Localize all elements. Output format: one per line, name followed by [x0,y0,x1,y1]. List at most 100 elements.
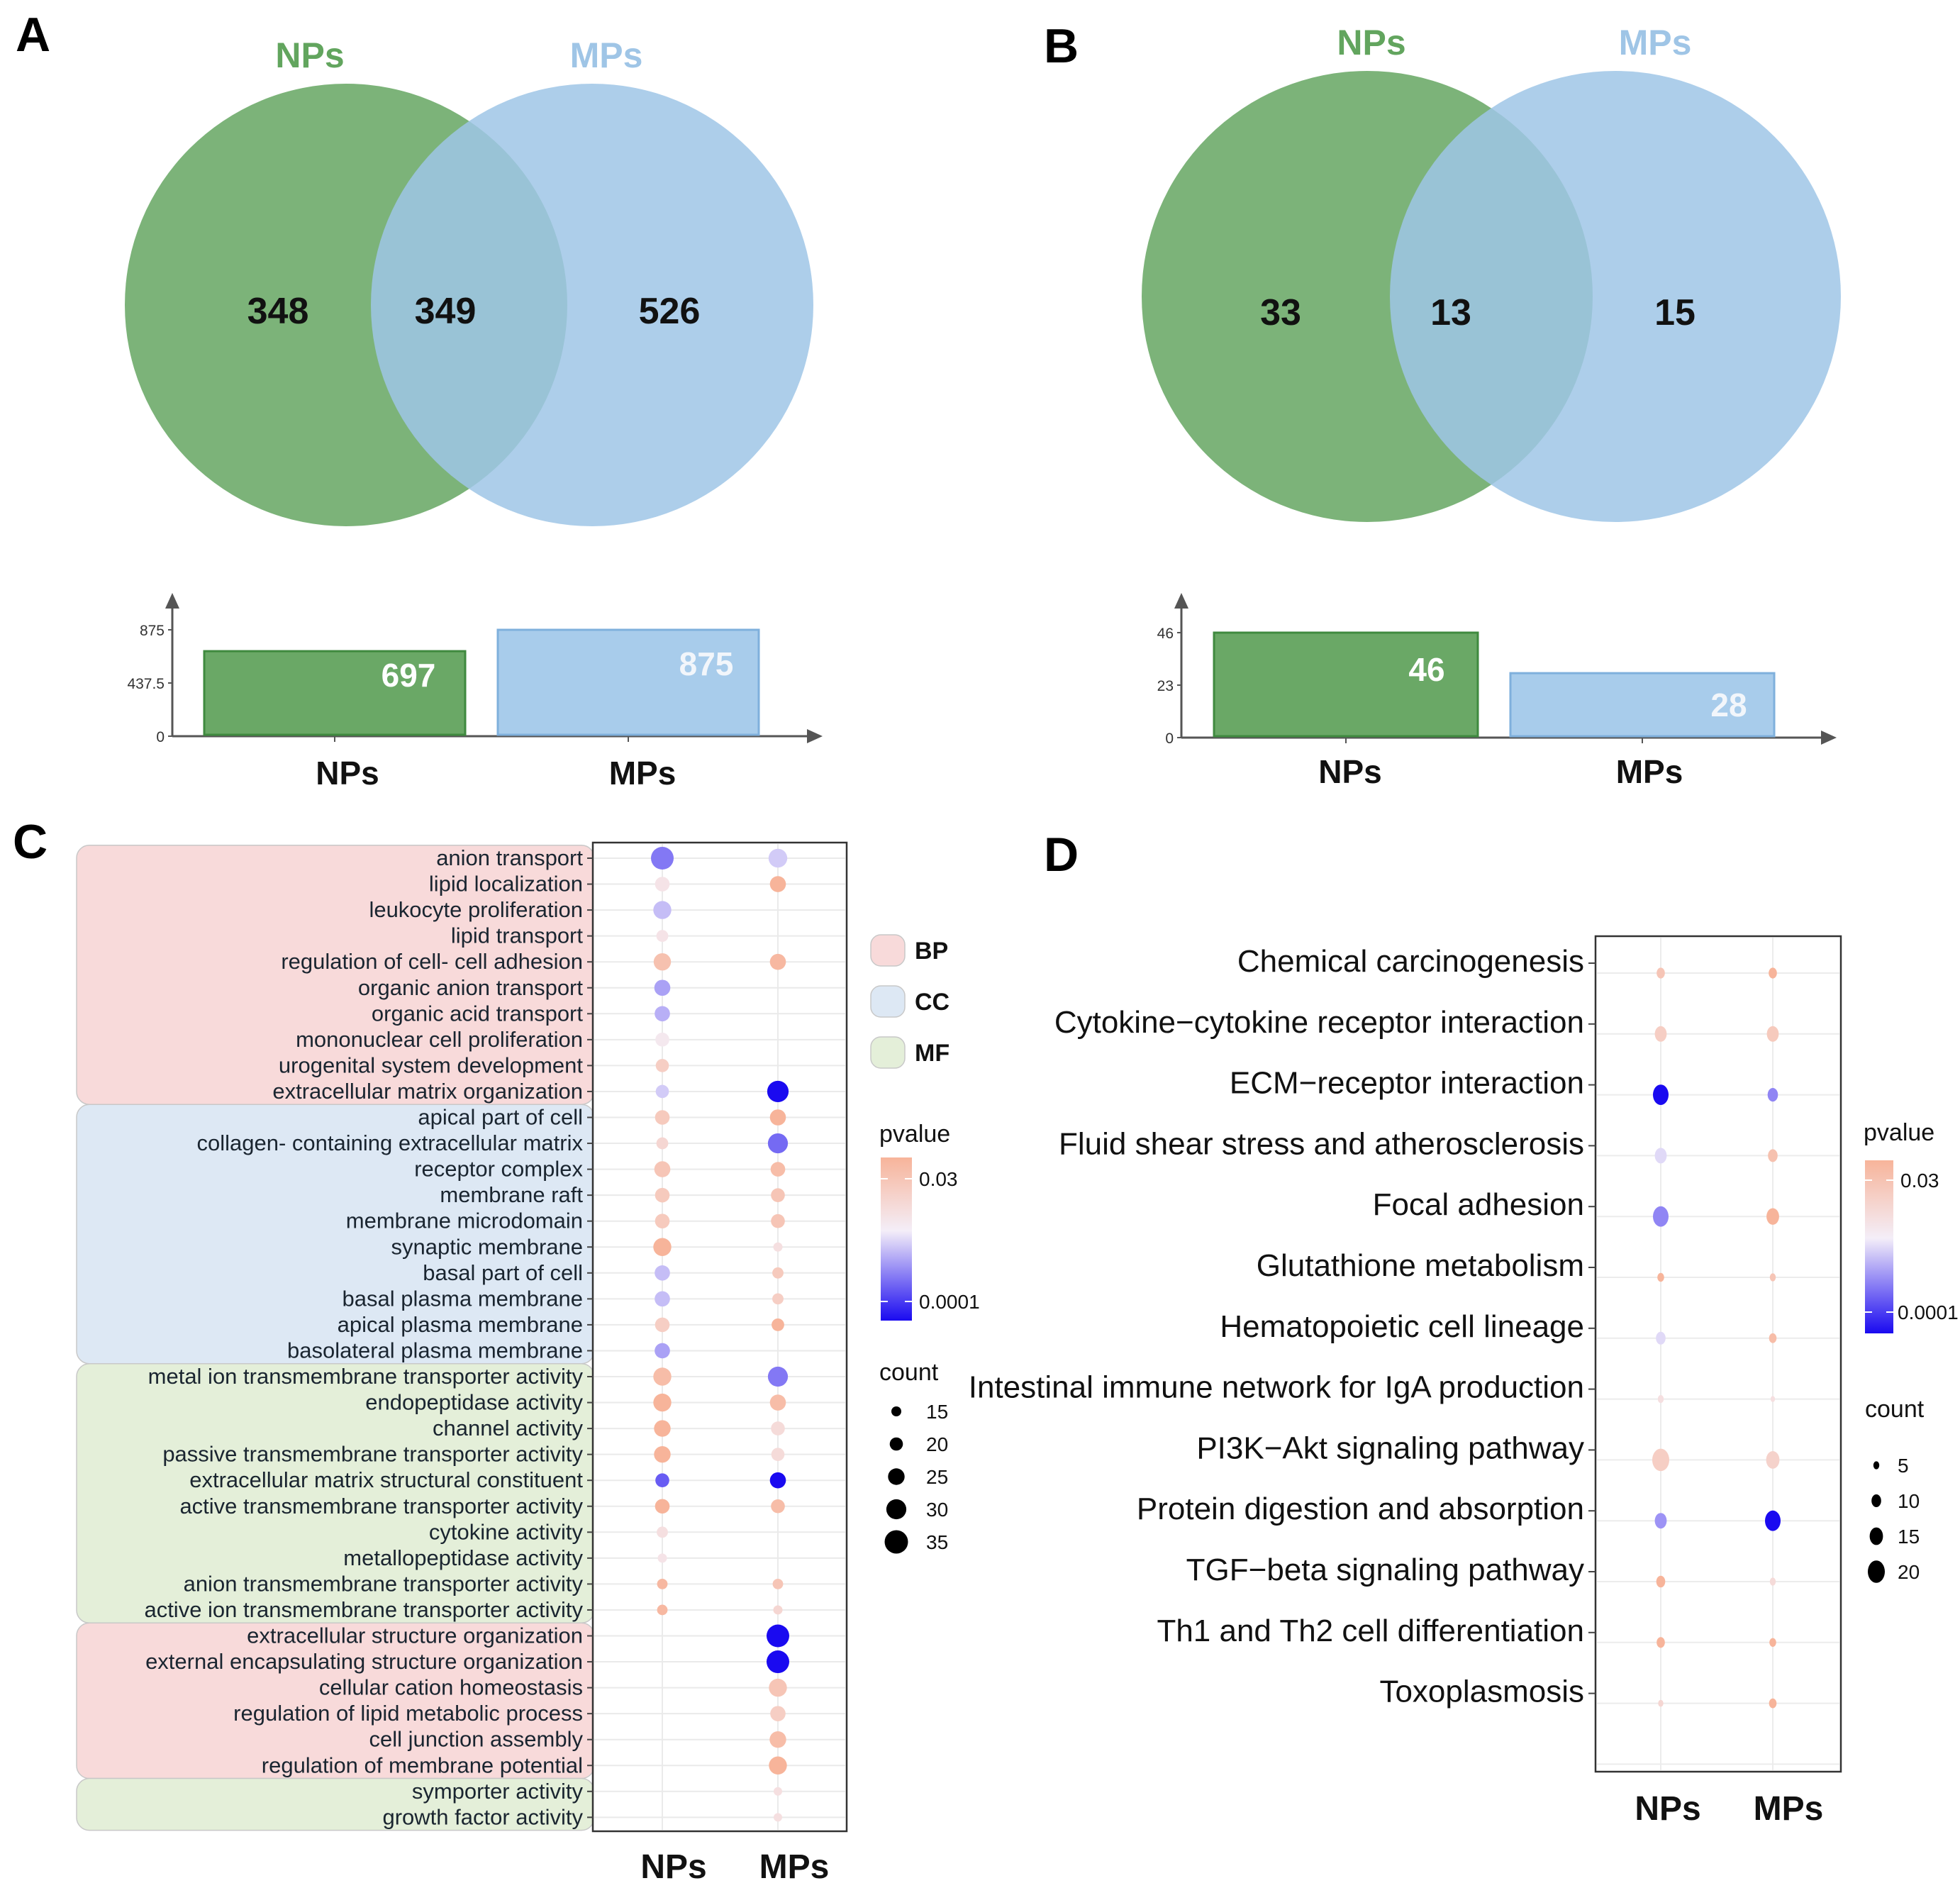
bar-chart-b: 0 23 46 46 28 NPs MPs [1157,593,1837,790]
dotplot-c-term-urogenital-system-development: urogenital system development [279,1053,583,1077]
dotplot-c-dot-nps-receptor-complex [654,1161,671,1177]
dotplot-c-count-key-25 [888,1468,905,1485]
venn-a-circle-mps [371,84,813,526]
bar-a-x-arrow [807,729,823,743]
dotplot-c-legend-swatch-cc [870,985,906,1018]
dotplot-d-dot-mps-intestinal-immune-network-for-iga-production [1770,1396,1776,1402]
bar-a-xlabel-mps: MPs [609,755,676,792]
dotplot-d-dot-nps-intestinal-immune-network-for-iga-production [1657,1395,1664,1404]
dotplot-d-pvalue-colorbar [1865,1160,1893,1333]
dotplot-c-term-extracellular-structure-organization: extracellular structure organization [247,1623,583,1648]
bar-a-mps [496,628,760,736]
dotplot-d-term-focal-adhesion: Focal adhesion [1373,1187,1584,1222]
dotplot-c-term-receptor-complex: receptor complex [414,1157,583,1182]
dotplot-c-pvalue-low: 0.0001 [919,1291,980,1313]
bar-b-ytick-2: 46 [1157,626,1174,642]
dotplot-d-dots [1652,967,1781,1709]
dotplot-c-count-label-25: 25 [926,1466,948,1488]
dotplot-c-dot-mps-apical-part-of-cell [769,1109,786,1126]
dotplot-c-dot-mps-extracellular-matrix-structural-constituent [769,1472,786,1489]
dotplot-c-dot-nps-membrane-microdomain [655,1214,670,1228]
bar-b-ytick-1: 23 [1157,678,1174,694]
dotplot-d-count-label-5: 5 [1898,1455,1909,1477]
venn-a-only-mps: 526 [639,291,701,332]
dotplot-c-term-membrane-microdomain: membrane microdomain [346,1209,583,1233]
dotplot-c-term-regulation-of-cell-cell-adhesion: regulation of cell- cell adhesion [281,949,583,974]
dotplot-c-xlabel-nps: NPs [640,1848,706,1886]
dotplot-c-term-lipid-localization: lipid localization [429,872,583,896]
bar-b-mps [1509,672,1776,738]
dotplot-c-legend-label-cc: CC [915,989,950,1016]
panel-label-c: C [13,815,48,869]
dotplot-c-term-apical-plasma-membrane: apical plasma membrane [338,1312,583,1337]
dotplot-c-term-extracellular-matrix-structural-constituent: extracellular matrix structural constitu… [189,1467,583,1492]
dotplot-c-dot-mps-regulation-of-membrane-potential [769,1756,787,1775]
dotplot-c-dot-mps-basal-part-of-cell [772,1267,784,1279]
dotplot-c-dot-mps-collagen-containing-extracellular-matrix [767,1133,789,1154]
dotplot-c-xlabel-mps: MPs [759,1848,830,1886]
dotplot-c-term-cell-junction-assembly: cell junction assembly [369,1727,583,1752]
dotplot-c-dot-nps-apical-plasma-membrane [655,1317,670,1333]
dotplot-c-count-label-30: 30 [926,1499,948,1521]
dotplot-d-dot-nps-glutathione-metabolism [1657,1272,1664,1282]
venn-b: NPs MPs 33 13 15 [1142,23,1841,522]
dotplot-c-dot-mps-growth-factor-activity [774,1813,782,1822]
dotplot-c-term-growth-factor-activity: growth factor activity [382,1804,583,1829]
dotplot-d-dot-mps-fluid-shear-stress-and-atherosclerosis [1768,1149,1778,1162]
dotplot-c-term-external-encapsulating-structure-organization: external encapsulating structure organiz… [145,1649,583,1674]
dotplot-d-frame [1594,935,1842,1773]
venn-a-set-label-mps: MPs [570,35,643,75]
panel-label-b: B [1044,19,1079,73]
dotplot-d-term-labels: Chemical carcinogenesis Cytokine−cytokine… [969,944,1596,1709]
dotplot-c-term-anion-transmembrane-transporter-activity: anion transmembrane transporter activity [184,1571,584,1596]
dotplot-c-dot-nps-metal-ion-transmembrane-transporter-activity [653,1367,672,1386]
dotplot-c-dot-mps-synaptic-membrane [773,1242,783,1252]
dotplot-c-term-leukocyte-proliferation: leukocyte proliferation [369,897,583,922]
dotplot-c-dot-mps-cellular-cation-homeostasis [769,1678,787,1697]
dotplot-c-term-basolateral-plasma-membrane: basolateral plasma membrane [287,1338,583,1362]
dotplot-c-dot-nps-anion-transport [651,847,674,870]
dotplot-c-term-collagen-containing-extracellular-matrix: collagen- containing extracellular matri… [197,1131,584,1155]
dotplot-c-term-regulation-of-lipid-metabolic-process: regulation of lipid metabolic process [233,1701,583,1726]
dotplot-c-dot-nps-leukocyte-proliferation [653,901,672,919]
venn-a-set-label-nps: NPs [275,35,344,75]
dotplot-c-dot-mps-active-ion-transmembrane-transporter-activity [773,1605,783,1615]
dotplot-c-count-legend: count 15 20 25 30 35 [879,1359,948,1554]
dotplot-c-dot-nps-extracellular-matrix-structural-constituent [655,1473,669,1487]
dotplot-c-count-key-35 [884,1530,908,1554]
dotplot-d-xlabel-nps: NPs [1635,1790,1700,1828]
dotplot-d-dot-nps-toxoplasmosis [1658,1699,1664,1707]
dotplot-c-dot-mps-active-transmembrane-transporter-activity [771,1499,785,1514]
dotplot-c-term-symporter-activity: symporter activity [412,1779,584,1804]
dotplot-c-dot-mps-external-encapsulating-structure-organization [767,1650,789,1674]
dotplot-c-dot-nps-basal-plasma-membrane [655,1291,670,1307]
dotplot-c-group-bands [76,844,595,1831]
dotplot-c-dot-mps-extracellular-structure-organization [767,1624,789,1648]
dotplot-c-pvalue-high: 0.03 [919,1168,958,1190]
dotplot-c-dot-nps-synaptic-membrane [653,1238,672,1256]
venn-b-overlap: 13 [1430,292,1471,333]
bar-b-xlabel-nps: NPs [1318,753,1381,790]
bar-b-x-arrow [1821,731,1837,745]
dotplot-c-dot-mps-lipid-localization [769,876,786,892]
dotplot-d-count-title: count [1865,1396,1925,1423]
bar-a-xlabel-nps: NPs [316,755,379,792]
dotplot-d-dot-nps-ecm-receptor-interaction [1653,1084,1669,1105]
bar-chart-a: 0 437.5 875 697 875 NPs MPs [127,593,823,792]
dotplot-c-term-passive-transmembrane-transporter-activity: passive transmembrane transporter activi… [162,1442,583,1467]
bar-a-ytick-1: 437.5 [127,676,165,692]
panel-label-a: A [16,8,50,62]
dotplot-d-pvalue-high: 0.03 [1900,1170,1939,1192]
dotplot-d-dot-mps-hematopoietic-cell-lineage [1769,1333,1777,1343]
dotplot-c-term-channel-activity: channel activity [433,1416,583,1440]
dotplot-d-term-cytokine-cytokine-receptor-interaction: Cytokine−cytokine receptor interaction [1054,1005,1584,1040]
bar-a-ytick-2: 875 [140,623,165,639]
dotplot-c-dot-nps-urogenital-system-development [655,1059,669,1072]
dotplot-c-legend-swatch-bp [870,934,906,967]
dotplot-d-term-th1-and-th2-cell-differentiation: Th1 and Th2 cell differentiation [1157,1614,1584,1648]
bar-a-nps [203,650,467,736]
dotplot-c-dot-nps-passive-transmembrane-transporter-activity [654,1445,671,1463]
dotplot-c-term-cytokine-activity: cytokine activity [429,1519,584,1544]
